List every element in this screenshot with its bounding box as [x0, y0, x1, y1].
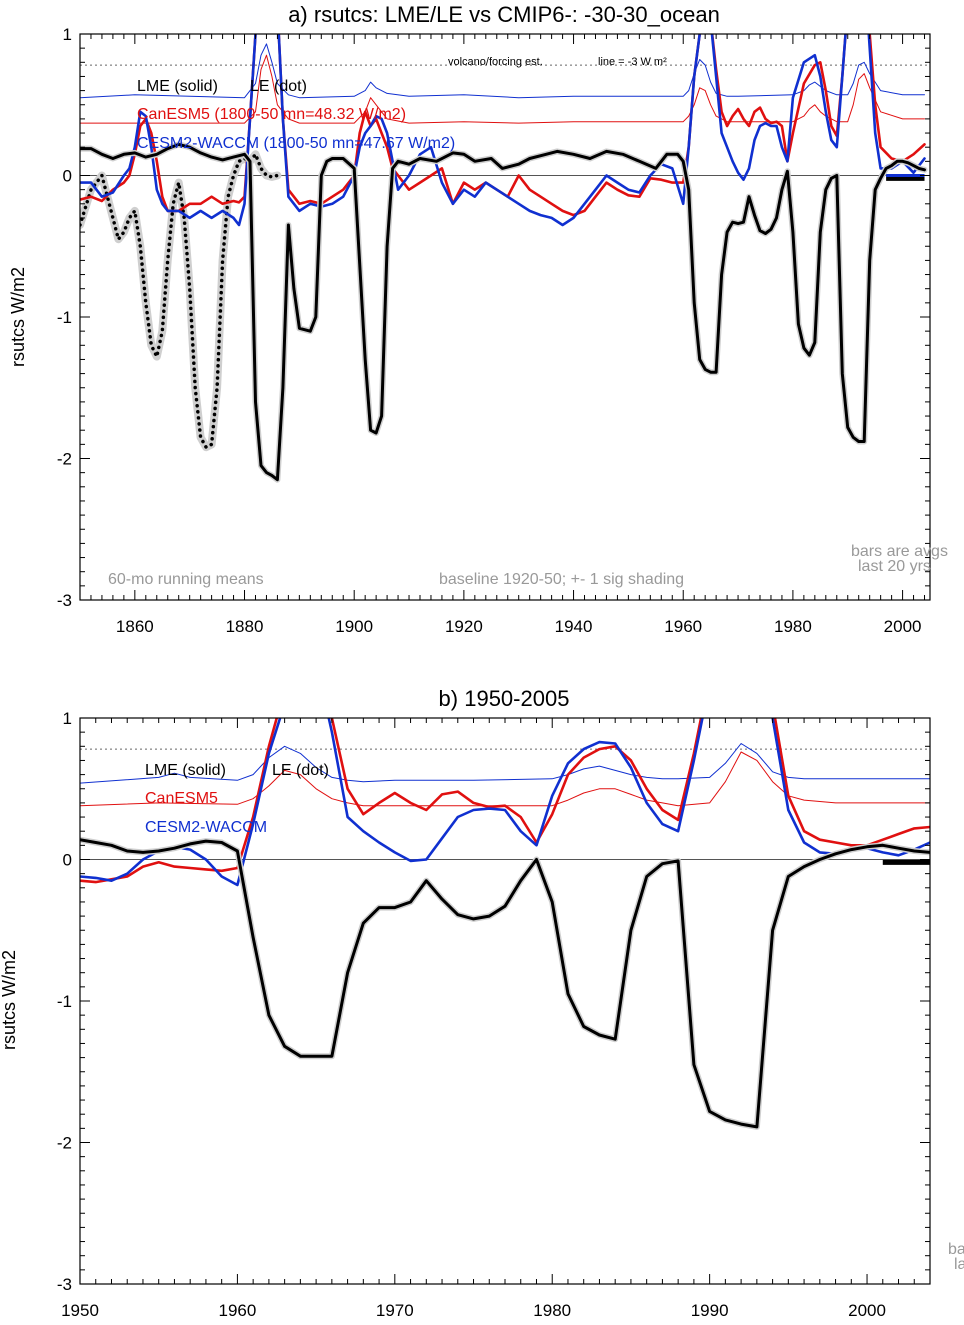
series-shading [80, 836, 930, 1130]
x-tick-label: 2000 [884, 617, 922, 636]
x-tick-label: 1940 [555, 617, 593, 636]
y-tick-label: -1 [57, 992, 72, 1011]
panel-a-annotations: volcano/forcing est. line = -3 W m² LME … [108, 56, 948, 588]
series-shading [80, 150, 282, 452]
y-tick-label: 0 [63, 851, 72, 870]
x-tick-label: 1920 [445, 617, 483, 636]
legend-b-le: LE (dot) [272, 762, 329, 779]
series-line [80, 743, 930, 784]
panel-b-annotations: LME (solid) LE (dot) CanESM5 CESM2-WACCM… [145, 762, 964, 1273]
y-tick-label: 1 [63, 25, 72, 44]
bars-b-note-2: last 20 yrs [954, 1256, 964, 1273]
x-tick-label: 2000 [848, 1301, 886, 1320]
baseline-note: baseline 1920-50; +- 1 sig shading [439, 571, 684, 588]
running-mean-note: 60-mo running means [108, 571, 264, 588]
y-tick-label: 1 [63, 709, 72, 728]
series-line [80, 43, 925, 99]
x-tick-label: 1960 [664, 617, 702, 636]
series-line [80, 34, 926, 227]
panel-a: a) rsutcs: LME/LE vs CMIP6-: -30-30_ocea… [8, 2, 948, 636]
bars-note-2: last 20 yrs [858, 558, 931, 575]
y-tick-label: -3 [57, 591, 72, 610]
legend-b-cesm2: CESM2-WACCM [145, 819, 267, 836]
panel-b-ylabel: rsutcs W/m2 [0, 950, 19, 1050]
x-tick-label: 1900 [335, 617, 373, 636]
x-tick-label: 1970 [376, 1301, 414, 1320]
y-tick-label: -2 [57, 450, 72, 469]
x-tick-label: 1990 [691, 1301, 729, 1320]
legend-lme: LME (solid) [137, 78, 218, 95]
series-line [80, 152, 280, 449]
x-tick-label: 1980 [774, 617, 812, 636]
panel-a-ylabel: rsutcs W/m2 [8, 267, 28, 367]
panel-b: b) 1950-2005 rsutcs W/m2 1 0 -1 -2 -3 1950 196… [0, 686, 964, 1320]
legend-cesm2: CESM2-WACCM (1800-50 mn=47.67 W/m2) [137, 135, 455, 152]
y-tick-label: 0 [63, 167, 72, 186]
y-tick-label: -2 [57, 1134, 72, 1153]
series-line [80, 751, 930, 807]
series-line [80, 718, 930, 887]
y-tick-label: -3 [57, 1275, 72, 1294]
series-line [80, 34, 926, 217]
legend-canesm5: CanESM5 (1800-50 mn=48.32 W/m2) [137, 106, 406, 123]
bars-b-note-1: bars are avgs [948, 1241, 964, 1258]
legend-b-canesm5: CanESM5 [145, 790, 218, 807]
volcano-note: volcano/forcing est. [448, 56, 543, 68]
x-tick-label: 1950 [61, 1301, 99, 1320]
series-line [80, 718, 930, 884]
plot-area [80, 34, 930, 483]
series-line [80, 142, 926, 482]
legend-b-lme: LME (solid) [145, 762, 226, 779]
bars-note-1: bars are avgs [851, 543, 948, 560]
x-tick-label: 1980 [533, 1301, 571, 1320]
x-tick-label: 1860 [116, 617, 154, 636]
x-tick-label: 1880 [226, 617, 264, 636]
y-tick-label: -1 [57, 308, 72, 327]
plot-area [80, 718, 930, 1130]
panel-a-title: a) rsutcs: LME/LE vs CMIP6-: -30-30_ocea… [288, 2, 720, 27]
line-note: line = -3 W m² [598, 56, 667, 68]
x-tick-label: 1960 [218, 1301, 256, 1320]
panel-b-title: b) 1950-2005 [439, 686, 570, 711]
series-line [80, 54, 925, 124]
series-line [80, 838, 930, 1129]
legend-le: LE (dot) [250, 78, 307, 95]
